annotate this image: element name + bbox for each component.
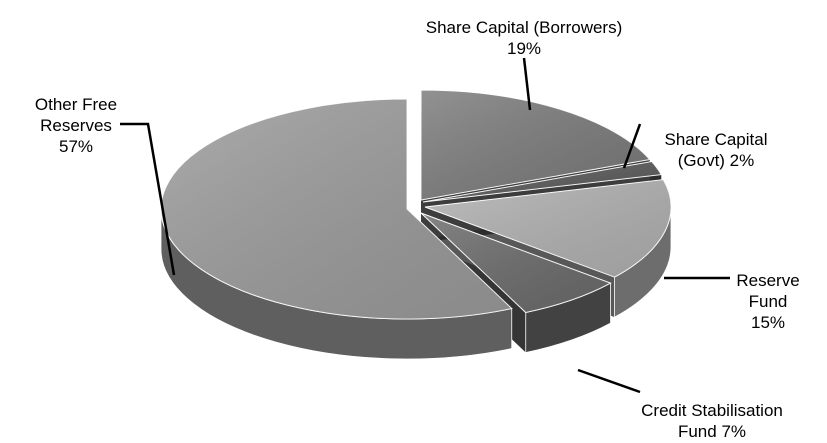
- slice-label-4: Credit Stabilisation Fund 7%: [641, 401, 783, 441]
- slice-label-4-line-2: Fund 7%: [678, 422, 746, 441]
- slice-label-2-line-1: Share Capital: [664, 130, 767, 149]
- slice-label-1: Share Capital (Borrowers) 19%: [426, 18, 623, 58]
- slice-label-4-line-1: Credit Stabilisation: [641, 401, 783, 420]
- slice-label-5: Other Free Reserves 57%: [35, 95, 117, 156]
- pie-slice-sheen-1: [421, 90, 650, 200]
- pie-slice-sheen-3: [425, 179, 671, 278]
- slice-label-1-line-1: Share Capital (Borrowers): [426, 18, 623, 37]
- slice-label-2: Share Capital (Govt) 2%: [664, 130, 767, 170]
- slice-label-3: Reserve Fund 15%: [736, 271, 799, 332]
- slice-label-2-line-2: (Govt) 2%: [678, 151, 755, 170]
- slice-label-5-line-1: Other Free: [35, 95, 117, 114]
- slice-label-5-line-2: Reserves: [40, 116, 112, 135]
- slice-label-3-line-1: Reserve: [736, 271, 799, 290]
- slice-label-3-line-2: Fund: [749, 292, 788, 311]
- pie-slice-sheen-4: [421, 213, 611, 313]
- slice-label-3-line-3: 15%: [751, 313, 785, 332]
- pie-slice-sheen-5: [160, 98, 512, 320]
- leader-line-4: [577, 368, 641, 394]
- slice-label-1-line-2: 19%: [507, 39, 541, 58]
- slice-label-5-line-3: 57%: [59, 137, 93, 156]
- pie-slice-sheen-2: [423, 161, 662, 202]
- leader-line-1: [522, 57, 532, 111]
- leader-line-2: [622, 123, 642, 169]
- leader-line-5: [120, 122, 176, 276]
